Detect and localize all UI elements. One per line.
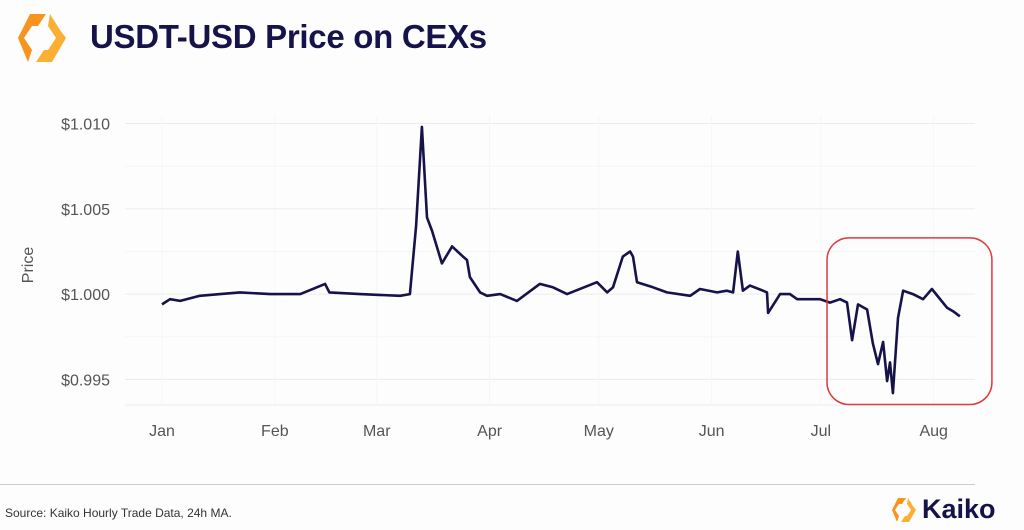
y-tick-label: $1.010 [61, 117, 110, 134]
price-chart: $1.010 $1.005 $1.000 $0.995 Jan Feb Mar Apr May… [20, 115, 993, 440]
x-tick-label: Jun [699, 423, 725, 440]
brand-name: Kaiko [922, 494, 996, 524]
x-axis-ticks: Jan Feb Mar Apr May Jun Jul Aug [149, 423, 948, 440]
x-tick-label: Feb [261, 423, 289, 440]
y-tick-label: $1.000 [61, 287, 110, 304]
kaiko-logo-icon [892, 497, 916, 522]
y-tick-label: $0.995 [61, 372, 110, 389]
y-axis-ticks: $1.010 $1.005 $1.000 $0.995 [61, 117, 110, 390]
y-axis-label: Price [20, 247, 37, 284]
x-tick-label: Aug [919, 423, 947, 440]
source-note: Source: Kaiko Hourly Trade Data, 24h MA. [5, 506, 232, 520]
chart-title: USDT-USD Price on CEXs [90, 18, 487, 55]
x-tick-label: Mar [363, 423, 391, 440]
x-tick-label: Jan [149, 423, 175, 440]
kaiko-logo-icon [18, 14, 66, 62]
brand-logo: Kaiko [888, 494, 996, 525]
grid [125, 115, 975, 406]
footer-divider [0, 484, 975, 485]
x-tick-label: Jul [811, 423, 831, 440]
x-tick-label: Apr [477, 423, 503, 440]
highlight-box [826, 237, 993, 406]
series-line-usdt-usd [161, 125, 961, 395]
x-tick-label: May [584, 423, 614, 440]
y-tick-label: $1.005 [61, 202, 110, 219]
